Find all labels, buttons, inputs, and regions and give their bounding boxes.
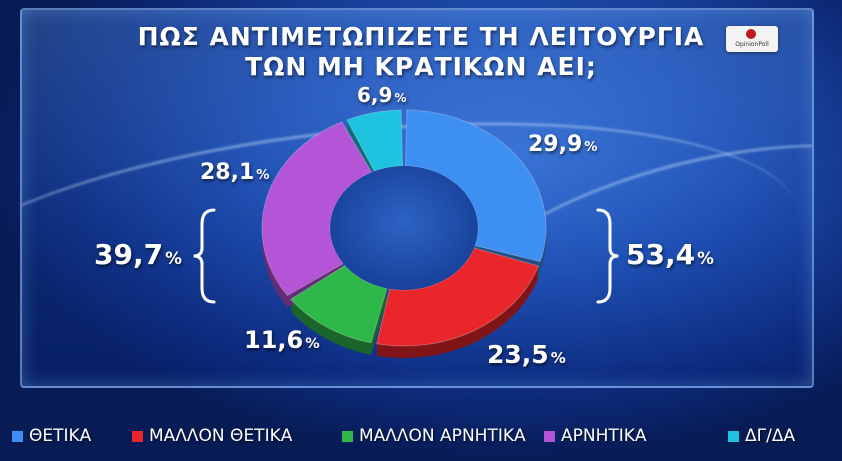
- pollster-logo: OpinionPoll: [726, 26, 778, 52]
- slice-unit: %: [394, 91, 407, 105]
- group-label-1: 39,7%: [94, 238, 182, 271]
- group-unit: %: [165, 248, 182, 268]
- legend-item-4: ΔΓ/ΔΑ: [728, 426, 795, 446]
- slice-value: 29,9: [528, 132, 583, 157]
- slice-value: 23,5: [487, 340, 549, 369]
- slice-label-2: 11,6%: [244, 326, 320, 354]
- legend-label: ΘΕΤΙΚΑ: [29, 426, 92, 446]
- slice-unit: %: [584, 140, 598, 155]
- legend-swatch: [12, 430, 23, 442]
- legend: ΘΕΤΙΚΑ ΜΑΛΛΟΝ ΘΕΤΙΚΑ ΜΑΛΛΟΝ ΑΡΝΗΤΙΚΑ ΑΡΝΗΤΙ…: [12, 426, 842, 450]
- group-unit: %: [697, 248, 714, 268]
- slice-value: 11,6: [244, 326, 304, 354]
- slice-label-1: 23,5%: [487, 340, 566, 369]
- title-line-1: ΠΩΣ ΑΝΤΙΜΕΤΩΠΙΖΕΤΕ ΤΗ ΛΕΙΤΟΥΡΓΙΑ: [137, 22, 705, 51]
- group-brackets: [193, 208, 619, 304]
- title-line-2: ΤΩΝ ΜΗ ΚΡΑΤΙΚΩΝ ΑΕΙ;: [245, 52, 597, 81]
- legend-swatch: [132, 430, 143, 442]
- legend-item-2: ΜΑΛΛΟΝ ΑΡΝΗΤΙΚΑ: [342, 426, 526, 446]
- logo-text: OpinionPoll: [735, 41, 769, 48]
- legend-swatch: [544, 430, 555, 442]
- group-value: 39,7: [94, 238, 164, 271]
- legend-label: ΔΓ/ΔΑ: [745, 426, 796, 446]
- slice-unit: %: [305, 336, 320, 352]
- legend-item-0: ΘΕΤΙΚΑ: [12, 426, 91, 446]
- group-label-0: 53,4%: [626, 238, 714, 271]
- slice-unit: %: [550, 349, 566, 367]
- legend-item-1: ΜΑΛΛΟΝ ΘΕΤΙΚΑ: [132, 426, 292, 446]
- chart-title: ΠΩΣ ΑΝΤΙΜΕΤΩΠΙΖΕΤΕ ΤΗ ΛΕΙΤΟΥΡΓΙΑ ΤΩΝ ΜΗ …: [0, 22, 842, 82]
- donut-hole: [330, 166, 478, 290]
- legend-swatch: [728, 430, 739, 442]
- group-brace: [596, 208, 619, 304]
- slice-value: 6,9: [357, 83, 393, 107]
- legend-swatch: [342, 430, 353, 442]
- slice-label-0: 29,9%: [528, 132, 598, 157]
- slice-label-3: 28,1%: [200, 160, 270, 185]
- legend-label: ΑΡΝΗΤΙΚΑ: [561, 426, 647, 446]
- group-value: 53,4: [626, 238, 696, 271]
- slice-value: 28,1: [200, 160, 255, 185]
- legend-item-3: ΑΡΝΗΤΙΚΑ: [544, 426, 647, 446]
- slice-label-4: 6,9%: [357, 83, 406, 107]
- legend-label: ΜΑΛΛΟΝ ΘΕΤΙΚΑ: [149, 426, 293, 446]
- donut-slices: [261, 109, 547, 347]
- slice-unit: %: [256, 168, 270, 183]
- logo-dot-icon: [746, 29, 756, 39]
- legend-label: ΜΑΛΛΟΝ ΑΡΝΗΤΙΚΑ: [359, 426, 526, 446]
- group-brace: [193, 208, 216, 304]
- slice-2: [290, 264, 388, 344]
